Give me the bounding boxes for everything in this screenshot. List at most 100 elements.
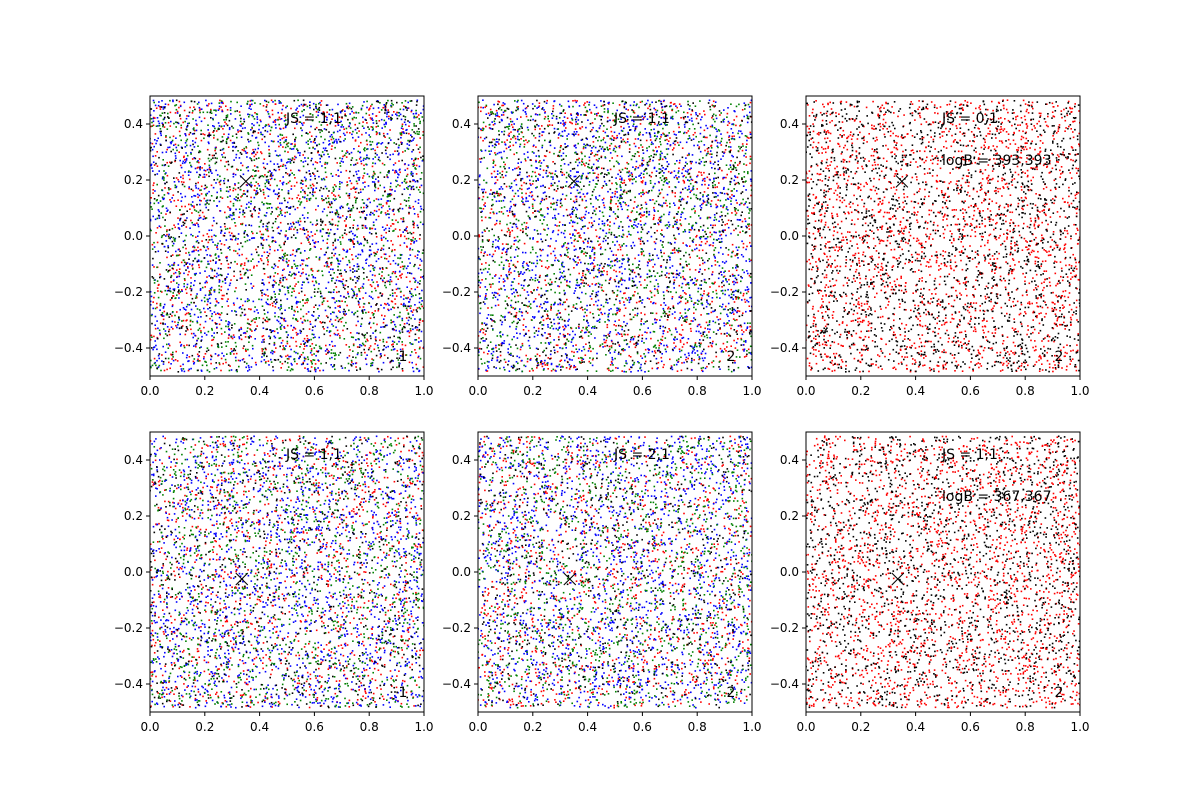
scatter-point	[303, 358, 306, 360]
scatter-point	[310, 125, 312, 128]
scatter-point	[297, 352, 299, 355]
scatter-point	[179, 341, 181, 344]
scatter-point	[177, 371, 180, 373]
scatter-point	[190, 293, 192, 296]
scatter-point	[372, 148, 374, 150]
scatter-point	[180, 181, 183, 183]
scatter-point	[193, 284, 195, 287]
scatter-point	[688, 323, 691, 325]
scatter-point	[399, 270, 401, 273]
scatter-point	[199, 111, 201, 114]
scatter-point	[544, 364, 546, 366]
scatter-point	[272, 230, 275, 232]
scatter-point	[179, 365, 182, 367]
scatter-point	[187, 369, 190, 372]
scatter-point	[167, 270, 169, 273]
scatter-point	[230, 335, 232, 338]
scatter-point	[311, 354, 313, 356]
scatter-point	[236, 263, 238, 265]
scatter-point	[318, 121, 321, 123]
scatter-point	[160, 236, 163, 239]
scatter-point	[152, 189, 154, 191]
scatter-point	[332, 352, 335, 354]
scatter-point	[742, 246, 745, 249]
scatter-point	[199, 272, 201, 274]
scatter-point	[257, 141, 259, 144]
scatter-point	[224, 225, 226, 228]
scatter-point	[373, 348, 376, 351]
scatter-point	[398, 365, 400, 368]
scatter-point	[681, 329, 684, 331]
scatter-point	[324, 224, 327, 226]
scatter-point	[238, 216, 240, 218]
scatter-point	[293, 185, 296, 187]
scatter-point	[260, 289, 262, 292]
scatter-point	[332, 345, 334, 347]
scatter-point	[273, 178, 276, 181]
scatter-point	[197, 369, 199, 372]
scatter-point	[352, 268, 354, 270]
scatter-point	[183, 370, 186, 373]
scatter-point	[415, 109, 417, 112]
scatter-point	[410, 317, 412, 320]
scatter-point	[544, 279, 546, 282]
scatter-point	[337, 239, 339, 241]
scatter-point	[173, 239, 176, 241]
scatter-point	[221, 274, 223, 277]
scatter-point	[251, 99, 254, 102]
scatter-point	[314, 233, 316, 235]
scatter-point	[414, 238, 416, 240]
scatter-point	[295, 250, 298, 253]
scatter-point	[157, 104, 160, 107]
scatter-point	[310, 267, 313, 270]
scatter-point	[408, 125, 410, 127]
scatter-point	[353, 238, 355, 240]
scatter-point	[386, 200, 389, 202]
scatter-point	[207, 349, 210, 351]
scatter-point	[166, 312, 168, 314]
scatter-point	[211, 238, 213, 241]
scatter-point	[318, 258, 321, 260]
scatter-point	[331, 366, 334, 368]
scatter-point	[324, 149, 326, 152]
scatter-point	[243, 262, 246, 264]
scatter-point	[336, 140, 338, 143]
scatter-point	[328, 271, 330, 273]
scatter-point	[413, 137, 415, 140]
scatter-point	[280, 304, 282, 306]
scatter-point	[194, 280, 196, 282]
scatter-point	[316, 270, 319, 272]
scatter-point	[172, 328, 174, 330]
scatter-point	[188, 111, 191, 114]
scatter-point	[192, 246, 194, 248]
scatter-point	[208, 175, 210, 178]
scatter-point	[585, 314, 588, 317]
scatter-point	[207, 260, 209, 263]
scatter-point	[366, 148, 369, 150]
scatter-point	[268, 221, 270, 224]
scatter-point	[173, 272, 175, 275]
scatter-point	[273, 351, 276, 353]
scatter-point	[529, 191, 532, 194]
scatter-point	[242, 193, 244, 195]
scatter-point	[203, 188, 206, 190]
scatter-point	[189, 106, 191, 109]
scatter-point	[348, 153, 351, 155]
scatter-point	[341, 157, 344, 160]
scatter-point	[362, 202, 365, 204]
scatter-point	[196, 124, 198, 126]
scatter-point	[239, 359, 241, 362]
scatter-point	[384, 125, 386, 128]
scatter-point	[383, 164, 386, 166]
scatter-point	[259, 209, 261, 211]
scatter-point	[362, 121, 364, 123]
scatter-point	[498, 194, 501, 197]
scatter-point	[334, 301, 336, 304]
scatter-point	[409, 180, 412, 183]
scatter-point	[214, 157, 217, 159]
scatter-point	[150, 150, 152, 152]
scatter-point	[203, 326, 205, 329]
scatter-point	[255, 248, 257, 251]
x-tick-label: 0.4	[250, 384, 269, 398]
scatter-point	[419, 357, 422, 360]
